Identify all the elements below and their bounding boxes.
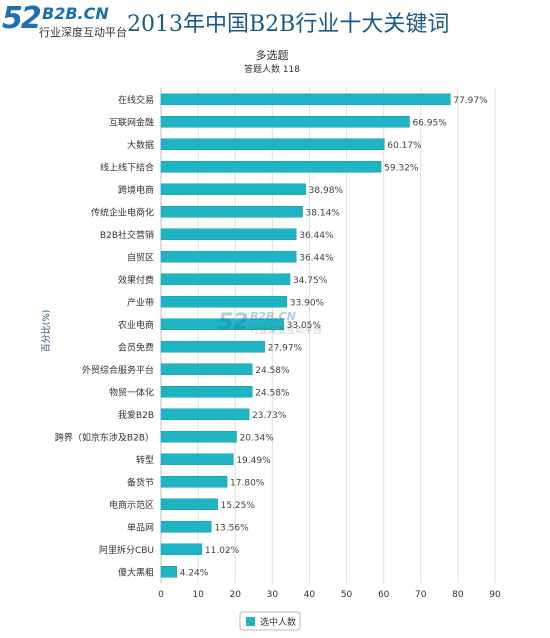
bar xyxy=(160,273,291,285)
category-label: 傻大黑粗 xyxy=(118,566,154,578)
category-label: B2B社交营销 xyxy=(100,229,154,241)
legend-swatch xyxy=(246,617,255,626)
data-label: 13.56% xyxy=(214,523,249,533)
bar xyxy=(160,93,451,105)
bar xyxy=(160,116,410,128)
category-label: 备货节 xyxy=(127,476,154,488)
category-label: 大数据 xyxy=(127,139,154,151)
bar xyxy=(160,251,297,263)
category-label: 效果付费 xyxy=(118,274,154,286)
logo-tagline: 行业深度互动平台 xyxy=(39,26,127,39)
data-label: 11.02% xyxy=(205,546,240,556)
bar xyxy=(160,566,177,578)
data-label: 33.90% xyxy=(290,298,325,308)
x-tick-label: 80 xyxy=(452,590,464,600)
bar xyxy=(160,228,297,240)
category-label: 线上线下结合 xyxy=(100,161,154,173)
bar xyxy=(160,341,266,353)
data-label: 23.73% xyxy=(252,411,287,421)
bar xyxy=(160,183,306,195)
bar xyxy=(160,363,253,375)
watermark-number: 52 xyxy=(218,310,249,335)
category-label: 我爱B2B xyxy=(118,410,154,421)
category-label: 跨界（如京东涉及B2B） xyxy=(55,431,154,443)
bar xyxy=(160,476,228,488)
data-label: 20.34% xyxy=(239,433,274,443)
category-label: 转型 xyxy=(136,454,154,466)
x-tick-label: 70 xyxy=(415,590,427,600)
bar xyxy=(160,521,212,533)
data-label: 27.97% xyxy=(268,343,303,353)
value-labels: 77.97% 66.95% 60.17% 59.32% 38.98% 38.14% 36.4… xyxy=(180,96,488,579)
data-label: 33.05% xyxy=(287,321,322,331)
data-label: 38.14% xyxy=(306,208,341,218)
category-label: 阿里拆分CBU xyxy=(99,544,154,556)
x-tick-label: 90 xyxy=(489,590,501,600)
bar xyxy=(160,431,237,443)
bar xyxy=(160,318,284,330)
bar-chart: 多选题 答题人数 118 百分比(%) 在线交易互联网金融大数据线上线下结合跨境… xyxy=(40,48,501,631)
chart-subtitle: 答题人数 118 xyxy=(244,63,300,75)
bar xyxy=(160,161,382,173)
chart-title: 多选题 xyxy=(256,48,289,62)
site-logo[interactable]: 52 B2B.CN 行业深度互动平台 xyxy=(2,1,127,39)
bar xyxy=(160,206,303,218)
data-label: 77.97% xyxy=(453,96,488,106)
category-label: 单品网 xyxy=(127,521,154,533)
x-tick-label: 30 xyxy=(267,590,279,600)
category-label: 外贸综合服务平台 xyxy=(82,364,154,376)
x-tick-label: 60 xyxy=(378,590,390,600)
category-label: 产业带 xyxy=(127,296,154,308)
bar xyxy=(160,453,234,465)
data-label: 34.75% xyxy=(293,276,328,286)
data-label: 38.98% xyxy=(309,186,344,196)
data-label: 24.58% xyxy=(255,388,290,398)
data-label: 19.49% xyxy=(236,456,271,466)
x-tick-label: 10 xyxy=(192,590,204,600)
data-label: 60.17% xyxy=(387,141,422,151)
category-label: 跨境电商 xyxy=(118,184,154,196)
bar xyxy=(160,543,203,555)
category-label: 互联网金融 xyxy=(109,116,154,128)
category-label: 物贸一体化 xyxy=(109,386,154,398)
category-label: 传统企业电商化 xyxy=(91,206,154,218)
bar xyxy=(160,386,253,398)
page-header: 52 B2B.CN 行业深度互动平台 2013年中国B2B行业十大关键词 xyxy=(0,0,550,42)
data-label: 4.24% xyxy=(180,568,209,578)
logo-brand: B2B.CN xyxy=(42,4,109,23)
bar xyxy=(160,408,250,420)
bar xyxy=(160,138,385,150)
data-label: 66.95% xyxy=(412,118,447,128)
data-label: 17.80% xyxy=(230,478,265,488)
legend-label: 选中人数 xyxy=(260,616,296,628)
category-label: 会员免费 xyxy=(118,341,154,353)
category-label: 农业电商 xyxy=(118,319,154,331)
category-label: 自贸区 xyxy=(127,251,154,263)
data-label: 15.25% xyxy=(221,501,256,511)
page-title: 2013年中国B2B行业十大关键词 xyxy=(127,12,450,37)
bar xyxy=(160,498,218,510)
data-label: 36.44% xyxy=(299,253,334,263)
x-tick-label: 0 xyxy=(158,590,164,600)
x-tick-label: 50 xyxy=(341,590,353,600)
chart-bars xyxy=(160,93,451,578)
logo-number: 52 xyxy=(2,1,42,36)
data-label: 24.58% xyxy=(255,366,290,376)
x-tick-label: 20 xyxy=(229,590,241,600)
data-label: 36.44% xyxy=(299,231,334,241)
chart-legend[interactable]: 选中人数 xyxy=(239,611,301,631)
watermark-brand: B2B.CN xyxy=(250,310,296,323)
category-label: 电商示范区 xyxy=(109,499,154,511)
watermark: 52 B2B.CN 行业深度互动平台 xyxy=(218,310,322,336)
watermark-tagline: 行业深度互动平台 xyxy=(250,324,322,336)
category-label: 在线交易 xyxy=(118,94,154,106)
y-axis-title: 百分比(%) xyxy=(40,310,52,353)
x-tick-label: 40 xyxy=(304,590,316,600)
data-label: 59.32% xyxy=(384,163,419,173)
x-axis-ticks: 0 10 20 30 40 50 60 70 80 90 xyxy=(158,590,501,600)
bar xyxy=(160,296,288,308)
